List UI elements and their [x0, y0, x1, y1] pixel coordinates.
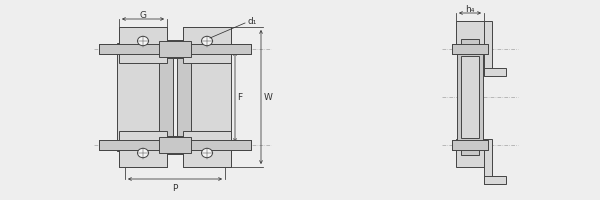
Text: W: W [264, 92, 273, 102]
Bar [119, 131, 167, 167]
Bar [484, 21, 492, 76]
Ellipse shape [137, 148, 149, 158]
Bar [459, 54, 481, 140]
Ellipse shape [202, 148, 212, 158]
Bar [484, 176, 506, 184]
Text: F: F [237, 92, 242, 102]
Bar [159, 41, 191, 57]
Bar [461, 39, 479, 45]
Bar [183, 131, 231, 167]
Bar [99, 44, 251, 54]
Bar [119, 131, 167, 167]
Bar [99, 140, 251, 150]
Ellipse shape [137, 36, 149, 46]
Bar [484, 68, 506, 76]
Bar [187, 43, 231, 151]
Ellipse shape [137, 36, 149, 46]
Ellipse shape [202, 36, 212, 46]
Bar [159, 40, 191, 58]
Text: G: G [139, 10, 146, 20]
Text: d₁: d₁ [247, 17, 256, 25]
Bar [119, 27, 167, 63]
Bar [456, 21, 484, 49]
Bar [183, 27, 231, 63]
Bar [452, 140, 488, 150]
Bar [452, 44, 488, 54]
Text: h₄: h₄ [466, 4, 475, 14]
Bar [457, 54, 483, 140]
Bar [183, 27, 231, 63]
Bar [159, 136, 191, 154]
Bar [99, 140, 251, 150]
Bar [99, 44, 251, 54]
Text: P: P [172, 184, 178, 193]
Text: T: T [211, 45, 217, 53]
Bar [117, 43, 161, 151]
Bar [119, 27, 167, 63]
Bar [456, 139, 484, 167]
Bar [461, 149, 479, 155]
Bar [177, 53, 191, 141]
Bar [452, 140, 488, 150]
Bar [484, 139, 492, 184]
Bar [183, 131, 231, 167]
Bar [452, 44, 488, 54]
Ellipse shape [137, 148, 149, 158]
Bar [159, 53, 173, 141]
Ellipse shape [202, 36, 212, 46]
Bar [461, 56, 479, 138]
Ellipse shape [202, 148, 212, 158]
Bar [159, 137, 191, 153]
